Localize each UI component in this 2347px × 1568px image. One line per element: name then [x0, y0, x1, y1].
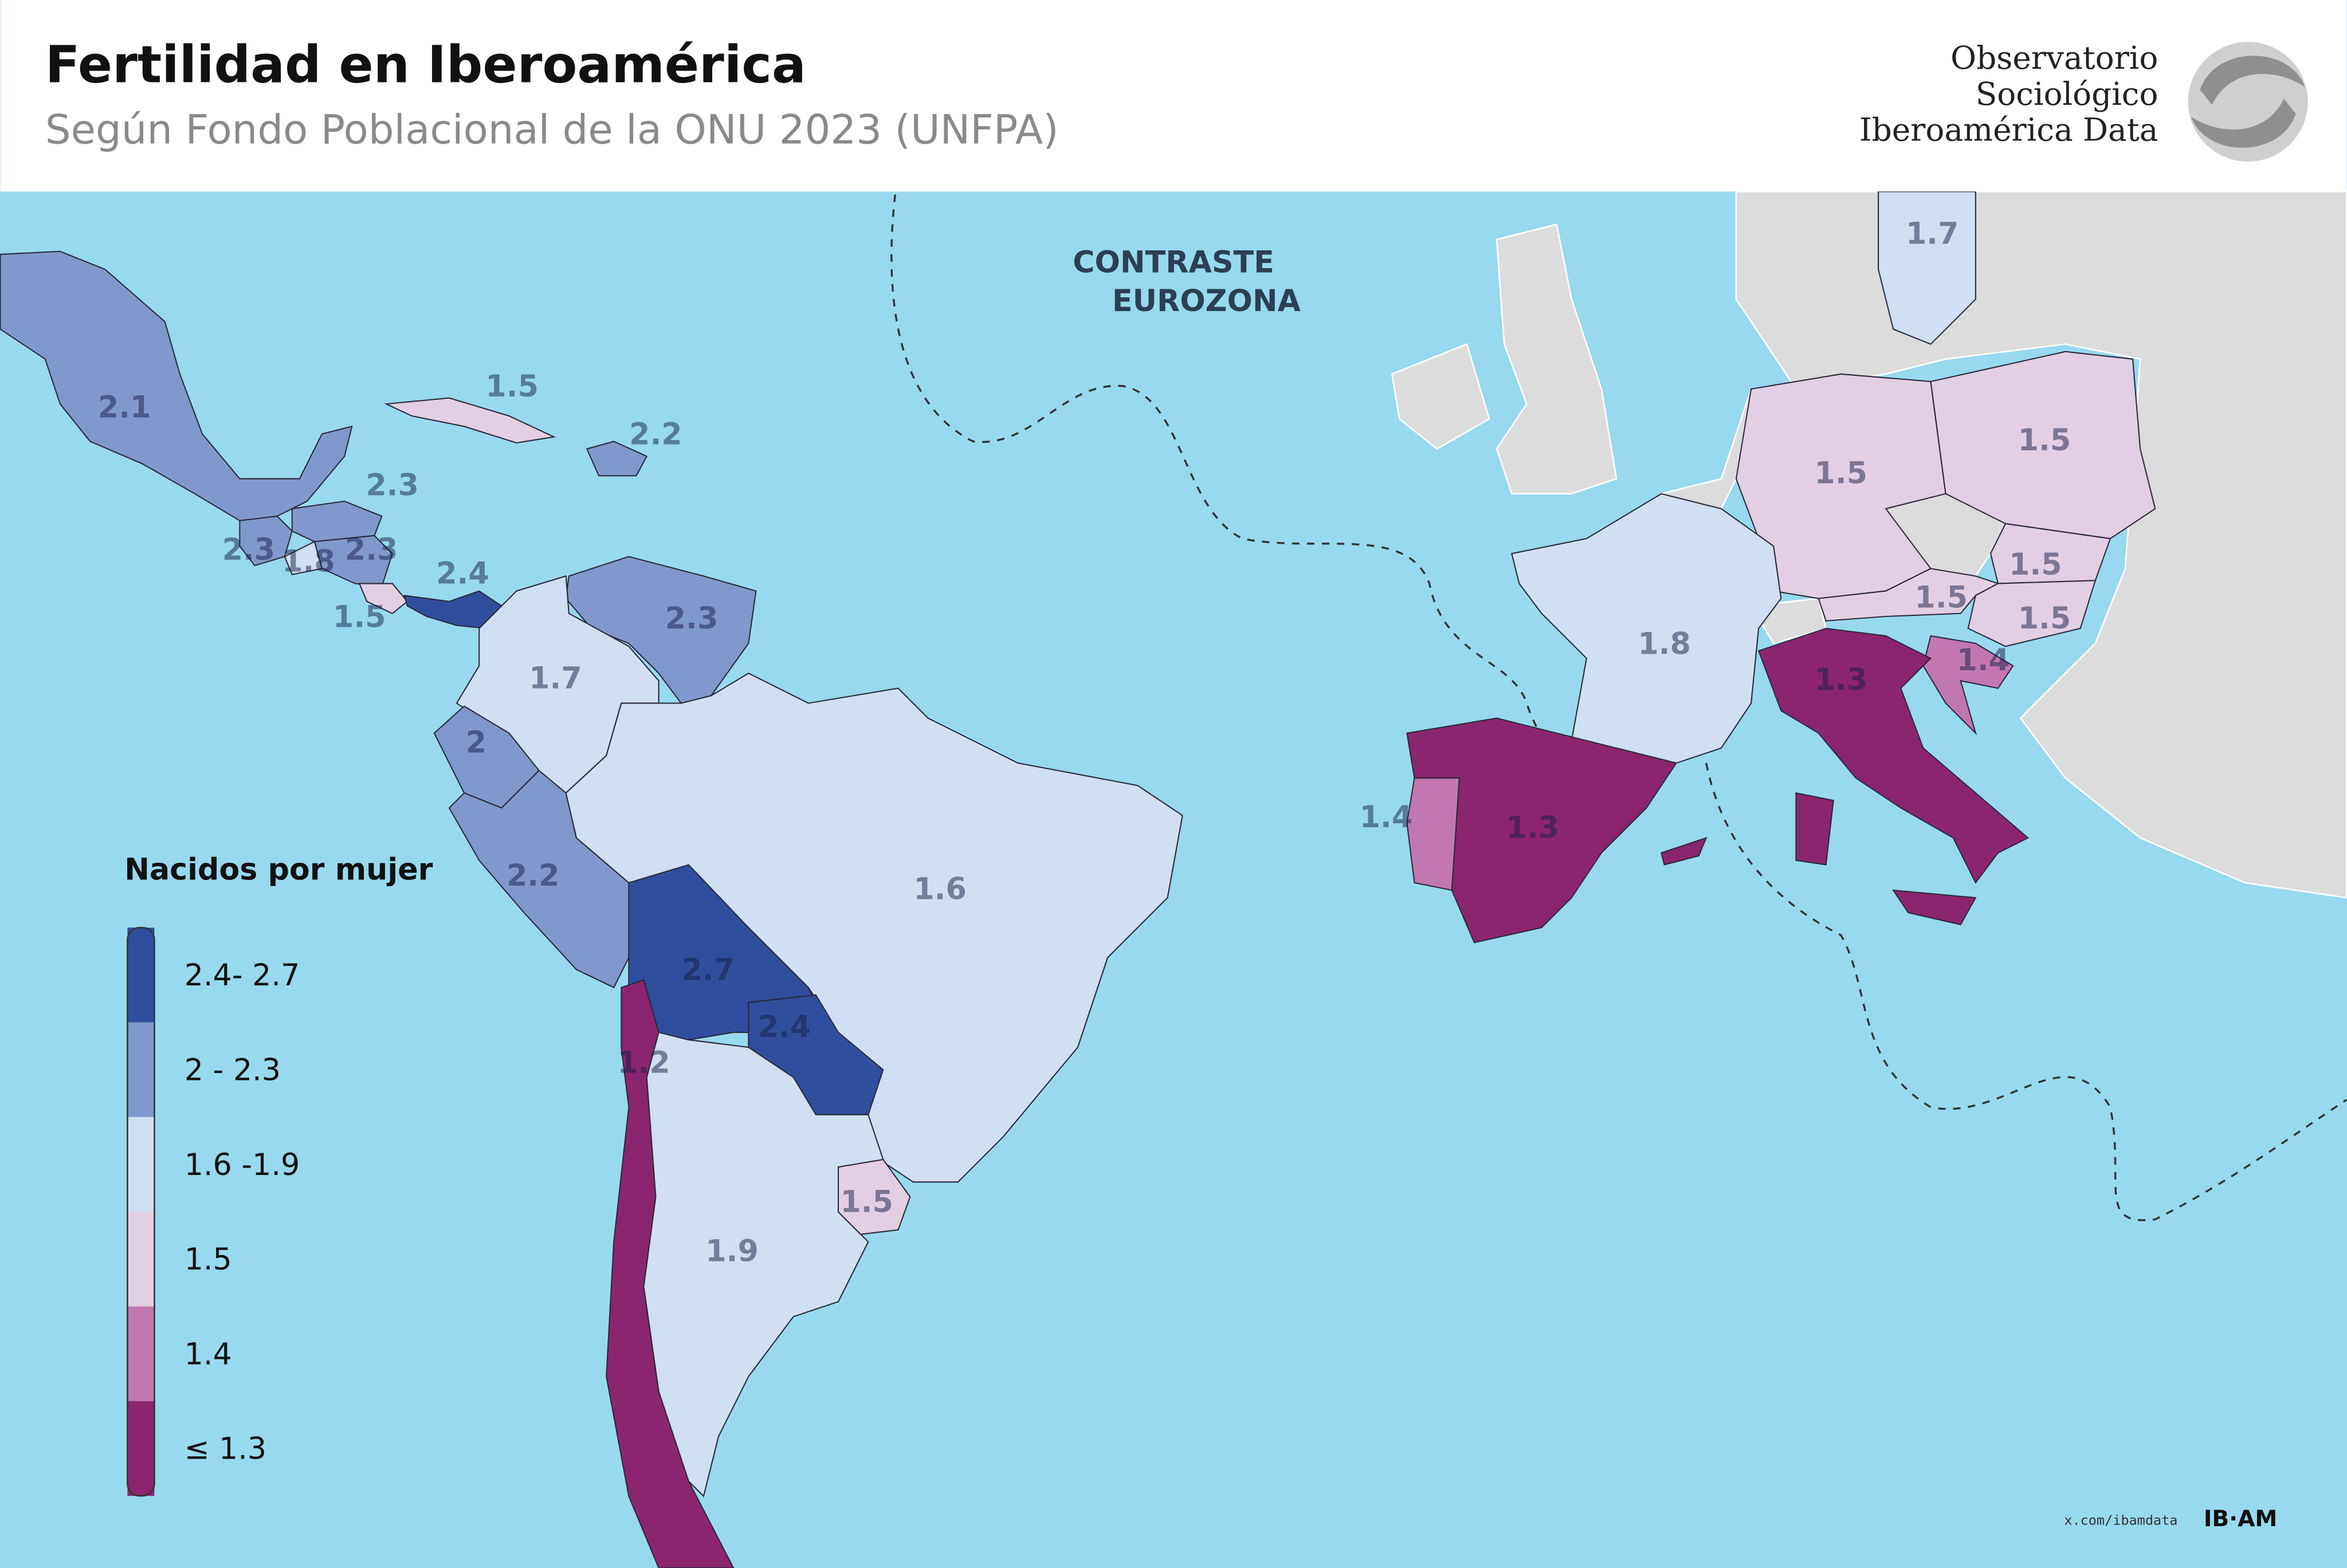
legend-swatch [127, 1212, 155, 1307]
region-label: 2.3 [345, 533, 398, 567]
region-label: 2 [466, 726, 486, 760]
region [358, 583, 409, 614]
legend-swatch [127, 1401, 155, 1496]
region-label: 1.4 [1957, 643, 2010, 678]
eurozone-boundary [890, 194, 2347, 1221]
region-label: 1.3 [1815, 663, 1868, 697]
region-label: 2.4 [436, 557, 489, 591]
region [1967, 580, 2097, 647]
region [643, 1031, 884, 1498]
region-label: 2.3 [222, 533, 276, 567]
region [0, 250, 353, 521]
logo-text: Sociológico [1976, 76, 2158, 112]
region [1922, 635, 2014, 736]
annotation: CONTRASTE [1073, 245, 1274, 280]
annotation: EUROZONA [1112, 284, 1301, 319]
legend-label: 1.6 -1.9 [185, 1148, 300, 1182]
region [1989, 522, 2111, 584]
legend-label: 1.4 [185, 1337, 232, 1371]
legend-label: 2 - 2.3 [185, 1053, 281, 1087]
region-label: 1.5 [840, 1185, 893, 1219]
region-label: 1.5 [2018, 602, 2071, 636]
region-label: 1.5 [2018, 423, 2071, 458]
logo-icon [2188, 42, 2308, 162]
region [1661, 836, 1708, 866]
logo-text: Observatorio [1950, 40, 2158, 76]
region-label: 1.5 [1815, 457, 1868, 491]
footer-handle: x.com/ibamdata [2064, 1512, 2177, 1528]
logo-text: Iberoamérica Data [1859, 111, 2158, 148]
subtitle: Según Fondo Poblacional de la ONU 2023 (… [45, 107, 1059, 154]
region [1795, 792, 1834, 866]
region [1406, 777, 1460, 891]
legend-swatch [127, 1022, 155, 1117]
regions [0, 191, 2156, 1568]
region-label: 2.2 [507, 859, 560, 893]
region [1757, 627, 2030, 884]
region [1930, 351, 2156, 540]
region-label: 1.5 [333, 600, 386, 634]
legend-swatch [127, 928, 155, 1023]
header-bg [0, 0, 2347, 192]
region-label: 2.3 [665, 602, 719, 636]
region-label: 1.8 [282, 545, 335, 579]
region-label: 1.7 [529, 661, 582, 695]
legend-label: ≤ 1.3 [185, 1432, 266, 1467]
legend: Nacidos por mujer 2.4- 2.7 2 - 2.3 1.6 -1.… [124, 853, 433, 1497]
legend-label: 1.5 [185, 1243, 232, 1277]
labels: 2.11.52.22.32.3 1.8 2.31.52.42.31.722.2 1.6… [98, 217, 2071, 1269]
region-label: 1.6 [913, 873, 967, 907]
region-label: 2.7 [682, 953, 735, 988]
legend-label: 2.4- 2.7 [185, 958, 300, 993]
region-label: 2.1 [98, 391, 151, 425]
region-label: 1.5 [1915, 580, 1968, 615]
land [1391, 190, 2347, 899]
region [837, 1158, 911, 1235]
other-land [1496, 223, 1618, 495]
legend-title: Nacidos por mujer [124, 853, 433, 887]
region-label: 1.2 [617, 1046, 670, 1080]
other-land [1735, 190, 2347, 899]
region-label: 1.3 [1506, 811, 1560, 846]
region-label: 1.8 [1638, 627, 1691, 661]
footer-brand: IB·AM [2204, 1506, 2278, 1532]
legend-swatch [127, 1117, 155, 1212]
title: Fertilidad en Iberoamérica [45, 36, 806, 95]
region [1510, 493, 1782, 764]
region-label: 1.9 [705, 1235, 759, 1269]
region-label: 2.4 [758, 1010, 811, 1044]
legend-swatch [127, 1306, 155, 1401]
region [1892, 889, 1977, 926]
region [586, 441, 648, 477]
region-label: 2.2 [629, 418, 682, 452]
legend-frame [127, 926, 155, 1497]
region-label: 1.7 [1906, 217, 1959, 251]
other-land [1391, 343, 1490, 450]
region [384, 397, 556, 444]
region-label: 2.3 [366, 468, 419, 502]
region-label: 1.4 [1360, 800, 1413, 835]
region-label: 1.5 [2009, 548, 2062, 582]
region-label: 1.5 [485, 370, 539, 404]
